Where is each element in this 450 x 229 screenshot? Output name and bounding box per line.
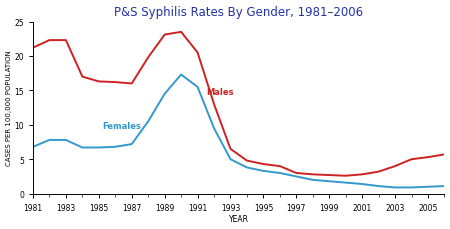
X-axis label: YEAR: YEAR (229, 215, 249, 224)
Y-axis label: CASES PER 100,000 POPULATION: CASES PER 100,000 POPULATION (5, 50, 12, 166)
Text: Females: Females (102, 122, 141, 131)
Text: Males: Males (206, 87, 233, 96)
Title: P&S Syphilis Rates By Gender, 1981–2006: P&S Syphilis Rates By Gender, 1981–2006 (114, 5, 363, 19)
